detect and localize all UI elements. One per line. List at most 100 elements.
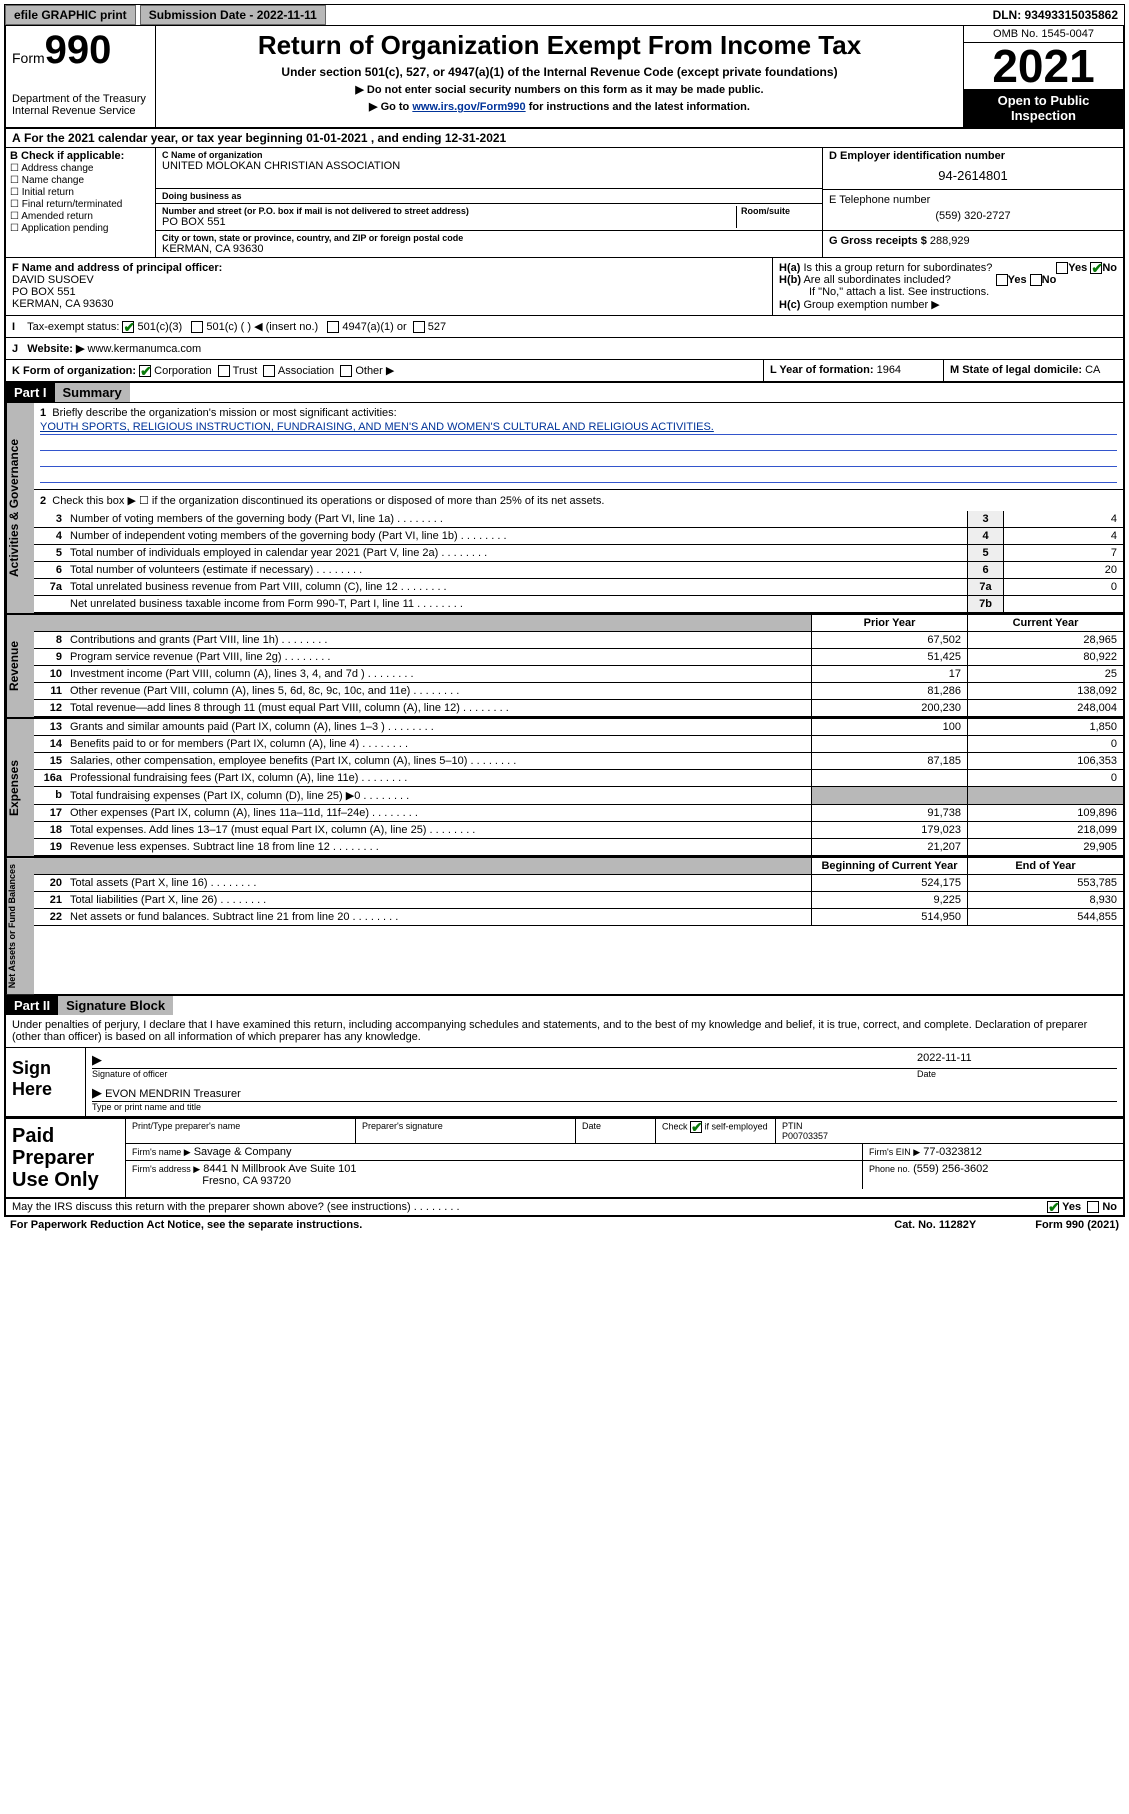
part-i-summary: Part ISummary Activities & Governance 1 … — [4, 383, 1125, 996]
summary-line: 7aTotal unrelated business revenue from … — [34, 579, 1123, 596]
chk-527[interactable] — [413, 321, 425, 333]
prep-sig-hdr: Preparer's signature — [362, 1121, 569, 1131]
vtab-governance: Activities & Governance — [6, 403, 34, 613]
check-self-post: if self-employed — [705, 1122, 768, 1132]
dln-label: DLN: 93493315035862 — [987, 6, 1124, 24]
chk-corporation[interactable] — [139, 365, 151, 377]
hb-text: Are all subordinates included? — [803, 274, 950, 286]
ptin-value: P00703357 — [782, 1131, 828, 1141]
h-group: H(a) Is this a group return for subordin… — [773, 258, 1123, 315]
chk-final-return[interactable]: ☐ Final return/terminated — [10, 199, 151, 210]
expense-line: 13Grants and similar amounts paid (Part … — [34, 719, 1123, 736]
chk-other[interactable] — [340, 365, 352, 377]
part-i-header: Part I — [6, 383, 55, 402]
hc-text: Group exemption number ▶ — [803, 299, 939, 311]
goto-post: for instructions and the latest informat… — [526, 101, 750, 113]
l-label: L Year of formation: — [770, 364, 874, 376]
ha-no[interactable] — [1090, 262, 1102, 274]
top-toolbar: efile GRAPHIC print Submission Date - 20… — [4, 4, 1125, 26]
city-state-zip: KERMAN, CA 93630 — [162, 243, 816, 255]
revenue-line: 11Other revenue (Part VIII, column (A), … — [34, 683, 1123, 700]
revenue-line: 8Contributions and grants (Part VIII, li… — [34, 632, 1123, 649]
firm-ein-lbl: Firm's EIN ▶ — [869, 1147, 920, 1157]
ha-text: Is this a group return for subordinates? — [803, 262, 992, 274]
ein-value: 94-2614801 — [829, 162, 1117, 189]
chk-application-pending[interactable]: ☐ Application pending — [10, 223, 151, 234]
mission-text: YOUTH SPORTS, RELIGIOUS INSTRUCTION, FUN… — [40, 421, 714, 433]
submission-date-button[interactable]: Submission Date - 2022-11-11 — [140, 5, 326, 25]
room-label: Room/suite — [741, 206, 816, 216]
part-ii-header: Part II — [6, 996, 58, 1015]
expense-line: 19Revenue less expenses. Subtract line 1… — [34, 839, 1123, 856]
chk-address-change[interactable]: ☐ Address change — [10, 163, 151, 174]
na-col-header: Beginning of Current Year End of Year — [34, 858, 1123, 875]
sig-officer-lbl: Signature of officer — [92, 1069, 917, 1079]
irs-link[interactable]: www.irs.gov/Form990 — [412, 101, 525, 113]
pra-notice: For Paperwork Reduction Act Notice, see … — [10, 1219, 835, 1231]
current-year-hdr: Current Year — [967, 615, 1123, 631]
discuss-no[interactable] — [1087, 1201, 1099, 1213]
vtab-revenue: Revenue — [6, 615, 34, 717]
efile-print-button[interactable]: efile GRAPHIC print — [5, 5, 136, 25]
tax-year: 2021 — [964, 43, 1123, 89]
org-name: UNITED MOLOKAN CHRISTIAN ASSOCIATION — [162, 160, 816, 172]
expense-line: 17Other expenses (Part IX, column (A), l… — [34, 805, 1123, 822]
footer-line: For Paperwork Reduction Act Notice, see … — [4, 1217, 1125, 1233]
g-gross-label: G Gross receipts $ — [829, 235, 927, 247]
state-domicile: CA — [1085, 364, 1100, 376]
ha-yes[interactable] — [1056, 262, 1068, 274]
summary-line: 6Total number of volunteers (estimate if… — [34, 562, 1123, 579]
j-label: Website: ▶ — [27, 343, 84, 355]
vtab-expenses: Expenses — [6, 719, 34, 856]
chk-amended-return[interactable]: ☐ Amended return — [10, 211, 151, 222]
discuss-yes[interactable] — [1047, 1201, 1059, 1213]
chk-association[interactable] — [263, 365, 275, 377]
chk-initial-return[interactable]: ☐ Initial return — [10, 187, 151, 198]
preparer-label: Paid Preparer Use Only — [6, 1119, 126, 1197]
firm-addr2: Fresno, CA 93720 — [202, 1175, 291, 1187]
i-label: Tax-exempt status: — [27, 321, 119, 333]
dept-treasury: Department of the Treasury Internal Reve… — [12, 93, 149, 117]
chk-name-change[interactable]: ☐ Name change — [10, 175, 151, 186]
officer-name-title: EVON MENDRIN Treasurer — [105, 1088, 241, 1100]
e-phone-label: E Telephone number — [829, 194, 1117, 206]
cat-no: Cat. No. 11282Y — [835, 1219, 1035, 1231]
expense-line: 16aProfessional fundraising fees (Part I… — [34, 770, 1123, 787]
expense-line: bTotal fundraising expenses (Part IX, co… — [34, 787, 1123, 805]
f-label: F Name and address of principal officer: — [12, 262, 222, 274]
gross-receipts-value: 288,929 — [930, 235, 970, 247]
website-value: www.kermanumca.com — [88, 343, 202, 355]
f-officer: F Name and address of principal officer:… — [6, 258, 773, 315]
line2-text: 2 Check this box ▶ ☐ if the organization… — [34, 490, 1123, 511]
summary-line: 3Number of voting members of the governi… — [34, 511, 1123, 528]
end-year-hdr: End of Year — [967, 858, 1123, 874]
f-h-block: F Name and address of principal officer:… — [4, 258, 1125, 316]
part-ii-title: Signature Block — [58, 996, 173, 1015]
form-subtitle: Under section 501(c), 527, or 4947(a)(1)… — [164, 65, 955, 79]
officer-addr1: PO BOX 551 — [12, 286, 76, 298]
b-label: B Check if applicable: — [10, 150, 151, 162]
beg-year-hdr: Beginning of Current Year — [811, 858, 967, 874]
city-label: City or town, state or province, country… — [162, 233, 816, 243]
firm-ein: 77-0323812 — [923, 1146, 982, 1158]
i-tax-exempt: I Tax-exempt status: 501(c)(3) 501(c) ( … — [4, 316, 1125, 338]
goto-pre: ▶ Go to — [369, 101, 412, 113]
hb-no[interactable] — [1030, 274, 1042, 286]
chk-4947[interactable] — [327, 321, 339, 333]
netassets-line: 21Total liabilities (Part X, line 26)9,2… — [34, 892, 1123, 909]
netassets-line: 20Total assets (Part X, line 16)524,1755… — [34, 875, 1123, 892]
m-label: M State of legal domicile: — [950, 364, 1082, 376]
chk-trust[interactable] — [218, 365, 230, 377]
chk-self-employed[interactable] — [690, 1121, 702, 1133]
chk-501c3[interactable] — [122, 321, 134, 333]
summary-line: 5Total number of individuals employed in… — [34, 545, 1123, 562]
form-number: 990 — [45, 28, 112, 72]
hb-yes[interactable] — [996, 274, 1008, 286]
form-990-footer: Form 990 (2021) — [1035, 1219, 1119, 1231]
col-d-right: D Employer identification number 94-2614… — [823, 148, 1123, 257]
discuss-row: May the IRS discuss this return with the… — [4, 1199, 1125, 1217]
entity-block: B Check if applicable: ☐ Address change … — [4, 148, 1125, 258]
summary-line: Net unrelated business taxable income fr… — [34, 596, 1123, 613]
line1-label: Briefly describe the organization's miss… — [52, 407, 396, 419]
chk-501c[interactable] — [191, 321, 203, 333]
